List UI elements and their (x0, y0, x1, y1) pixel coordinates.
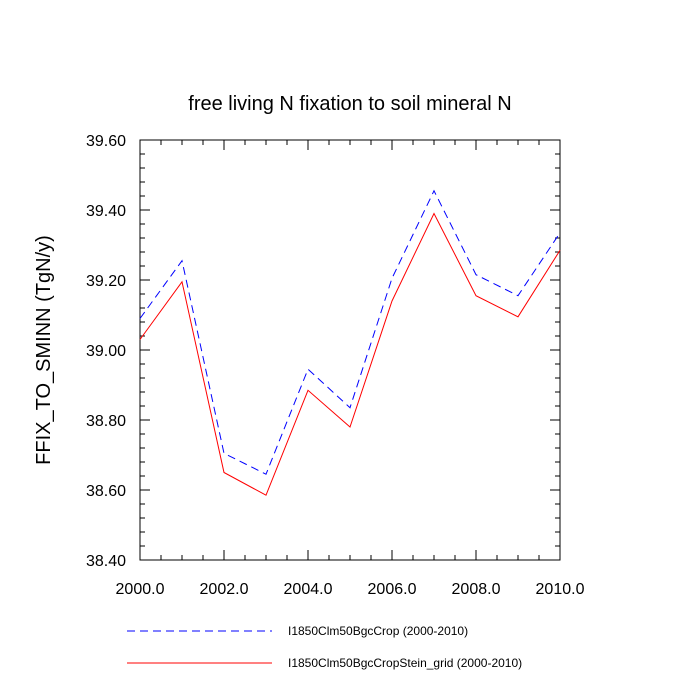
y-tick-label: 39.40 (86, 203, 126, 220)
y-tick-label: 38.80 (86, 413, 126, 430)
y-axis-label: FFIX_TO_SMINN (TgN/y) (33, 235, 55, 465)
chart-title: free living N fixation to soil mineral N (188, 93, 511, 115)
x-tick-label: 2010.0 (536, 581, 585, 598)
y-tick-label: 38.60 (86, 483, 126, 500)
legend: I1850Clm50BgcCrop (2000-2010) I1850Clm50B… (127, 624, 522, 670)
x-tick-label: 2000.0 (116, 581, 165, 598)
x-tick-label: 2002.0 (200, 581, 249, 598)
y-tick-label: 39.60 (86, 133, 126, 150)
x-tick-label: 2006.0 (368, 581, 417, 598)
x-tick-label: 2004.0 (284, 581, 333, 598)
y-tick-label: 38.40 (86, 553, 126, 570)
legend-label-2: I1850Clm50BgcCropStein_grid (2000-2010) (288, 656, 522, 670)
axes: 2000.0 2002.0 2004.0 2006.0 2008.0 2010.0 38.4… (86, 133, 585, 598)
legend-label-1: I1850Clm50BgcCrop (2000-2010) (288, 624, 468, 638)
y-tick-label: 39.20 (86, 273, 126, 290)
series-line-1 (139, 189, 561, 475)
series-lines (139, 189, 561, 496)
x-tick-label: 2008.0 (452, 581, 501, 598)
series-line-2 (139, 212, 561, 496)
plot-frame (139, 139, 561, 561)
y-tick-label: 39.00 (86, 343, 126, 360)
